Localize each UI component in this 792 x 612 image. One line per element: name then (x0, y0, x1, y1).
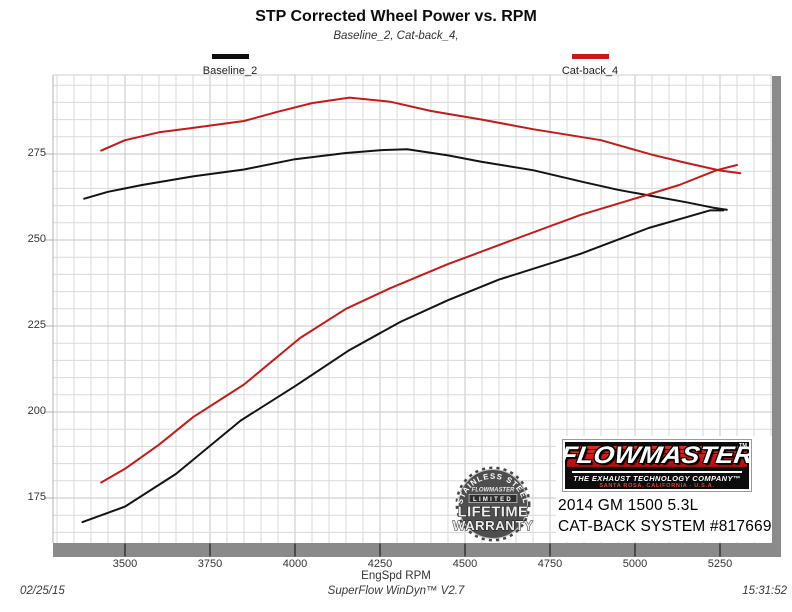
y-tick-label: 175 (27, 491, 46, 503)
legend-label-catback: Cat-back_4 (561, 65, 619, 77)
logo-tm-mark: TM (739, 443, 747, 449)
badge-limited-band (468, 493, 518, 503)
chart-title: STP Corrected Wheel Power vs. RPM (255, 8, 537, 25)
x-tick-label: 3500 (112, 558, 138, 570)
footer-time: 15:31:52 (742, 585, 787, 597)
footer-date: 02/25/15 (20, 585, 65, 597)
lifetime-warranty-badge: STAINLESS STEEL FLOWMASTER LIMITED LIFET… (452, 466, 534, 542)
x-tick-mark (209, 543, 211, 557)
x-tick-label: 3750 (197, 558, 223, 570)
x-tick-label: 4750 (537, 558, 563, 570)
vehicle-line-2: CAT-BACK SYSTEM #817669 (558, 518, 772, 535)
legend-item-baseline: Baseline_2 (188, 54, 272, 79)
legend-swatch-baseline (211, 54, 249, 59)
logo-tagline: THE EXHAUST TECHNOLOGY COMPANY™ (573, 473, 741, 483)
badge-limited-text: LIMITED (473, 497, 513, 503)
badge-warranty-text: WARRANTY (453, 518, 534, 533)
x-tick-mark (379, 543, 381, 557)
y-right-bar (772, 76, 781, 557)
legend-swatch-catback (571, 54, 609, 59)
legend-item-catback: Cat-back_4 (548, 54, 632, 79)
y-tick-label: 225 (27, 319, 46, 331)
x-tick-mark (719, 543, 721, 557)
x-tick-label: 4250 (367, 558, 393, 570)
footer-software: SuperFlow WinDyn™ V2.7 (327, 585, 465, 597)
x-tick-label: 5000 (622, 558, 648, 570)
logo-brand-name: FLOWMASTER (565, 442, 749, 469)
y-tick-label: 200 (27, 405, 46, 417)
badge-lifetime-text: LIFETIME (458, 504, 529, 520)
series-curve (100, 96, 742, 175)
y-tick-label: 275 (27, 147, 46, 159)
badge-ring (458, 469, 528, 539)
y-tick-label: 250 (27, 233, 46, 245)
badge-brand: FLOWMASTER (472, 488, 515, 494)
x-tick-mark (294, 543, 296, 557)
series-curve (83, 148, 728, 211)
x-tick-mark (464, 543, 466, 557)
x-tick-label: 4500 (452, 558, 478, 570)
logo-rule (572, 471, 742, 473)
x-tick-label: 5250 (707, 558, 733, 570)
x-axis-bar (53, 543, 781, 557)
x-tick-mark (124, 543, 126, 557)
flowmaster-logo: FLOWMASTER TM THE EXHAUST TECHNOLOGY COM… (562, 439, 752, 492)
x-tick-label: 4000 (282, 558, 308, 570)
x-tick-mark (634, 543, 636, 557)
vehicle-line-1: 2014 GM 1500 5.3L (558, 497, 699, 514)
logo-address: SANTA ROSA, CALIFORNIA - U.S.A. (599, 483, 715, 489)
series-curve (100, 164, 738, 484)
chart-subtitle: Baseline_2, Cat-back_4, (333, 30, 459, 42)
x-tick-mark (549, 543, 551, 557)
flowmaster-logo-inner: FLOWMASTER TM THE EXHAUST TECHNOLOGY COM… (565, 442, 749, 489)
logo-red-band (567, 446, 747, 467)
x-axis-title: EngSpd RPM (361, 570, 431, 582)
series-curve (81, 209, 725, 524)
legend-label-baseline: Baseline_2 (202, 65, 258, 77)
